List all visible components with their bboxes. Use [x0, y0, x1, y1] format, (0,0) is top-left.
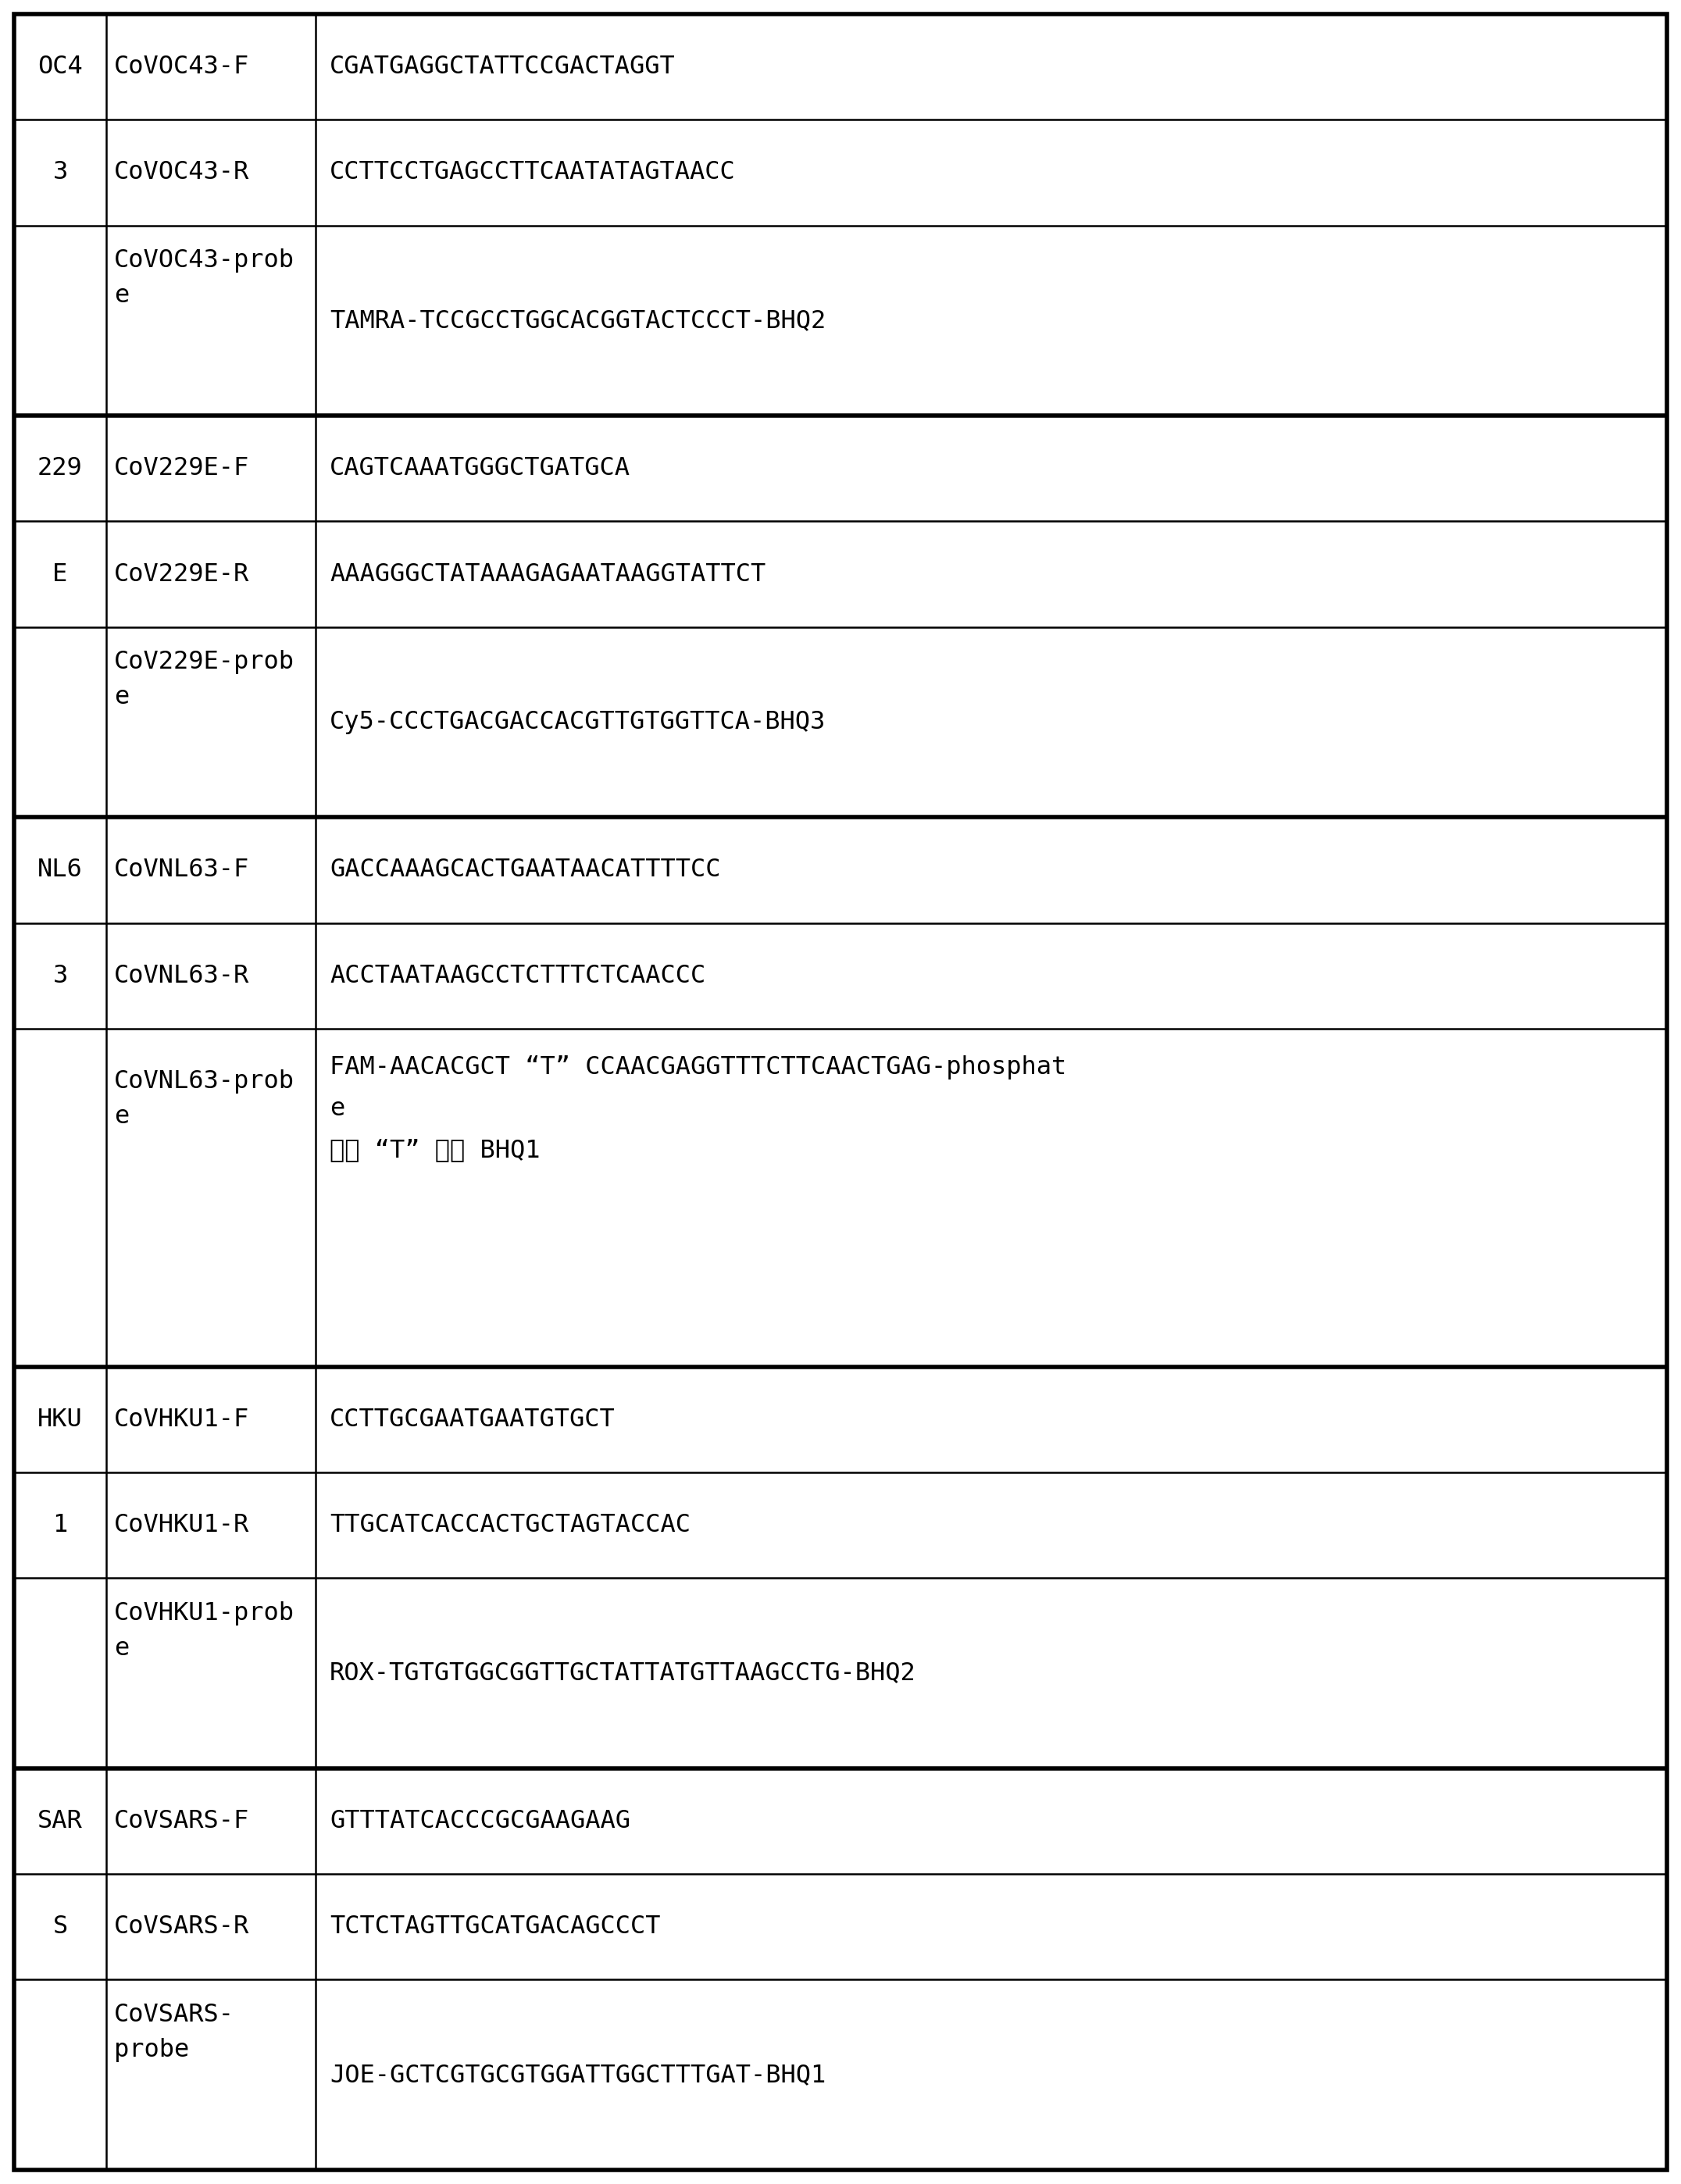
Text: 1: 1	[52, 1514, 67, 1538]
Text: GTTTATCACCCGCGAAGAAG: GTTTATCACCCGCGAAGAAG	[329, 1808, 630, 1832]
Text: CoV229E-R: CoV229E-R	[114, 561, 249, 585]
Text: JOE-GCTCGTGCGTGGATTGGCTTTGAT-BHQ1: JOE-GCTCGTGCGTGGATTGGCTTTGAT-BHQ1	[329, 2062, 825, 2088]
Text: TAMRA-TCCGCCTGGCACGGTACTCCCT-BHQ2: TAMRA-TCCGCCTGGCACGGTACTCCCT-BHQ2	[329, 308, 825, 332]
Text: TTGCATCACCACTGCTAGTACCAC: TTGCATCACCACTGCTAGTACCAC	[329, 1514, 691, 1538]
Text: CoVNL63-prob
e: CoVNL63-prob e	[114, 1070, 294, 1129]
Text: OC4: OC4	[37, 55, 82, 79]
Text: ROX-TGTGTGGCGGTTGCTATTATGTTAAGCCTG-BHQ2: ROX-TGTGTGGCGGTTGCTATTATGTTAAGCCTG-BHQ2	[329, 1662, 916, 1686]
Text: 229: 229	[37, 456, 82, 480]
Text: CoVNL63-R: CoVNL63-R	[114, 963, 249, 987]
Text: CAGTCAAATGGGCTGATGCA: CAGTCAAATGGGCTGATGCA	[329, 456, 630, 480]
Text: AAAGGGCTATAAAGAGAATAAGGTATTCT: AAAGGGCTATAAAGAGAATAAGGTATTCT	[329, 561, 767, 585]
Text: GACCAAAGCACTGAATAACATTTTCC: GACCAAAGCACTGAATAACATTTTCC	[329, 858, 721, 882]
Text: CCTTCCTGAGCCTTCAATATAGTAACC: CCTTCCTGAGCCTTCAATATAGTAACC	[329, 159, 736, 186]
Text: HKU: HKU	[37, 1406, 82, 1433]
Text: CoVOC43-prob
e: CoVOC43-prob e	[114, 249, 294, 308]
Text: 3: 3	[52, 159, 67, 186]
Text: CCTTGCGAATGAATGTGCT: CCTTGCGAATGAATGTGCT	[329, 1406, 615, 1433]
Text: E: E	[52, 561, 67, 585]
Text: CGATGAGGCTATTCCGACTAGGT: CGATGAGGCTATTCCGACTAGGT	[329, 55, 676, 79]
Text: SAR: SAR	[37, 1808, 82, 1832]
Text: Cy5-CCCTGACGACCACGTTGTGGTTCA-BHQ3: Cy5-CCCTGACGACCACGTTGTGGTTCA-BHQ3	[329, 710, 825, 734]
Text: CoVSARS-F: CoVSARS-F	[114, 1808, 249, 1832]
Text: CoVOC43-R: CoVOC43-R	[114, 159, 249, 186]
Text: CoV229E-prob
e: CoV229E-prob e	[114, 651, 294, 710]
Text: 3: 3	[52, 963, 67, 987]
Text: CoVSARS-R: CoVSARS-R	[114, 1915, 249, 1939]
Text: TCTCTAGTTGCATGACAGCCCT: TCTCTAGTTGCATGACAGCCCT	[329, 1915, 661, 1939]
Text: S: S	[52, 1915, 67, 1939]
Text: CoV229E-F: CoV229E-F	[114, 456, 249, 480]
Text: CoVSARS-
probe: CoVSARS- probe	[114, 2003, 234, 2062]
Text: CoVOC43-F: CoVOC43-F	[114, 55, 249, 79]
Text: CoVHKU1-F: CoVHKU1-F	[114, 1406, 249, 1433]
Text: CoVHKU1-prob
e: CoVHKU1-prob e	[114, 1601, 294, 1660]
Text: CoVNL63-F: CoVNL63-F	[114, 858, 249, 882]
Text: ACCTAATAAGCCTCTTTCTCAACCC: ACCTAATAAGCCTCTTTCTCAACCC	[329, 963, 706, 987]
Text: NL6: NL6	[37, 858, 82, 882]
Text: FAM-AACACGCT “T” CCAACGAGGTTTCTTCAACTGAG-phosphat
e
其中 “T” 标记 BHQ1: FAM-AACACGCT “T” CCAACGAGGTTTCTTCAACTGAG…	[329, 1055, 1066, 1162]
Text: CoVHKU1-R: CoVHKU1-R	[114, 1514, 249, 1538]
